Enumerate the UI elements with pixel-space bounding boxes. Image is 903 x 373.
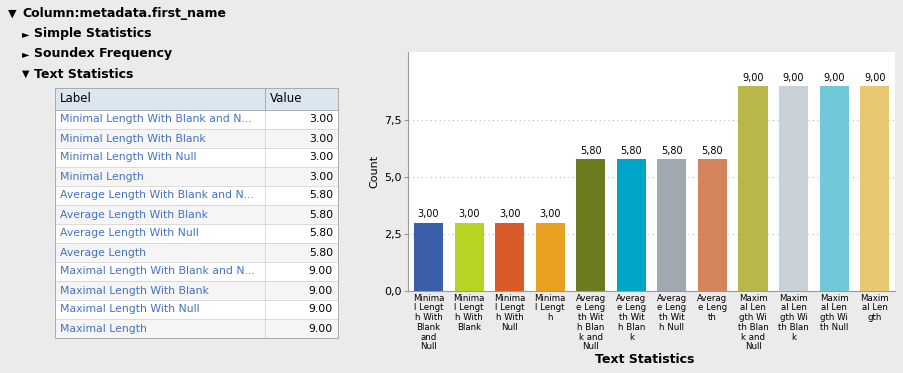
Bar <box>819 86 848 291</box>
Text: 9,00: 9,00 <box>741 73 763 83</box>
Text: Minimal Length With Blank: Minimal Length With Blank <box>60 134 206 144</box>
Bar <box>495 223 524 291</box>
Text: 5.80: 5.80 <box>309 229 332 238</box>
Text: 3,00: 3,00 <box>417 209 439 219</box>
Bar <box>738 86 767 291</box>
Text: 9.00: 9.00 <box>309 266 332 276</box>
Bar <box>859 86 889 291</box>
Bar <box>575 159 605 291</box>
Bar <box>55 224 338 243</box>
Text: 5.80: 5.80 <box>309 210 332 219</box>
Text: Label: Label <box>60 93 92 106</box>
Bar <box>454 223 483 291</box>
Bar <box>616 159 646 291</box>
Text: 3,00: 3,00 <box>539 209 561 219</box>
Text: Minimal Length: Minimal Length <box>60 172 144 182</box>
Text: 9.00: 9.00 <box>309 285 332 295</box>
Text: Text Statistics: Text Statistics <box>34 68 134 81</box>
Text: Maximal Length With Blank: Maximal Length With Blank <box>60 285 209 295</box>
Text: Minimal Length With Null: Minimal Length With Null <box>60 153 196 163</box>
Text: 3.00: 3.00 <box>309 172 332 182</box>
Text: Column:metadata.first_name: Column:metadata.first_name <box>22 7 226 21</box>
Text: ►: ► <box>22 29 30 39</box>
Text: 5,80: 5,80 <box>701 146 722 156</box>
Text: 5.80: 5.80 <box>309 248 332 257</box>
Text: Maximal Length With Null: Maximal Length With Null <box>60 304 200 314</box>
Bar <box>55 205 338 224</box>
Bar <box>55 167 338 186</box>
Bar <box>55 88 338 110</box>
Text: 5,80: 5,80 <box>660 146 682 156</box>
Text: 5.80: 5.80 <box>309 191 332 201</box>
Text: Average Length: Average Length <box>60 248 146 257</box>
Text: 3.00: 3.00 <box>309 153 332 163</box>
Y-axis label: Count: Count <box>369 155 379 188</box>
Bar <box>55 243 338 262</box>
Text: Average Length With Null: Average Length With Null <box>60 229 199 238</box>
Text: 9,00: 9,00 <box>782 73 804 83</box>
Text: Maximal Length: Maximal Length <box>60 323 146 333</box>
Text: Simple Statistics: Simple Statistics <box>34 28 152 41</box>
Bar <box>535 223 564 291</box>
Bar <box>55 129 338 148</box>
Bar <box>656 159 685 291</box>
Text: 3.00: 3.00 <box>309 134 332 144</box>
Text: 9,00: 9,00 <box>863 73 884 83</box>
Bar <box>55 281 338 300</box>
Text: 9.00: 9.00 <box>309 304 332 314</box>
Bar <box>414 223 442 291</box>
Bar <box>55 110 338 129</box>
Bar <box>697 159 726 291</box>
Text: ▼: ▼ <box>8 9 16 19</box>
Bar <box>55 262 338 281</box>
Bar <box>55 148 338 167</box>
Text: Maximal Length With Blank and N...: Maximal Length With Blank and N... <box>60 266 255 276</box>
Bar <box>55 319 338 338</box>
Text: Value: Value <box>270 93 303 106</box>
Bar <box>55 186 338 205</box>
Text: 5,80: 5,80 <box>619 146 641 156</box>
Text: 3.00: 3.00 <box>309 115 332 125</box>
Text: 3,00: 3,00 <box>458 209 479 219</box>
Text: ▼: ▼ <box>22 69 30 79</box>
Text: Text Statistics: Text Statistics <box>594 352 694 366</box>
Text: 5,80: 5,80 <box>580 146 600 156</box>
Text: Average Length With Blank: Average Length With Blank <box>60 210 208 219</box>
Text: 3,00: 3,00 <box>498 209 520 219</box>
Text: Average Length With Blank and N...: Average Length With Blank and N... <box>60 191 254 201</box>
Text: 9,00: 9,00 <box>823 73 844 83</box>
Text: Minimal Length With Blank and N...: Minimal Length With Blank and N... <box>60 115 251 125</box>
Text: Soundex Frequency: Soundex Frequency <box>34 47 172 60</box>
Text: 9.00: 9.00 <box>309 323 332 333</box>
Text: ►: ► <box>22 49 30 59</box>
Bar <box>778 86 807 291</box>
Bar <box>55 300 338 319</box>
